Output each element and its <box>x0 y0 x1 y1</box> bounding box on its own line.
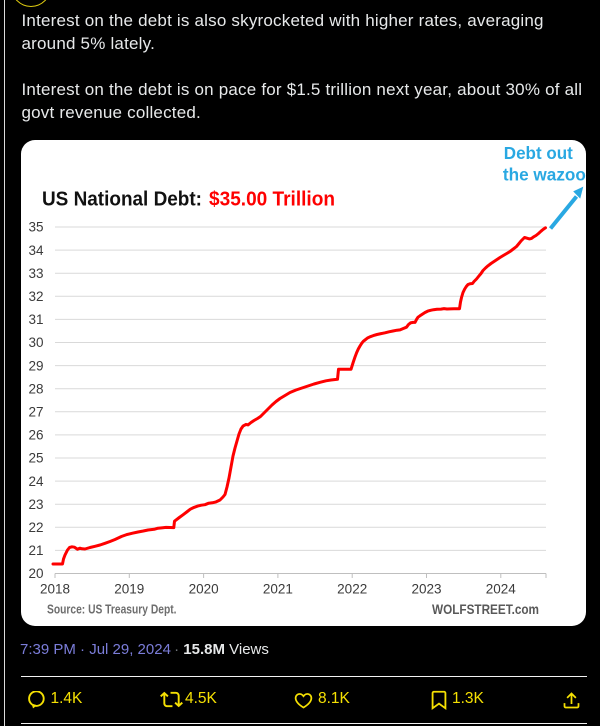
svg-text:33: 33 <box>28 266 43 281</box>
svg-text:the wazoo: the wazoo <box>503 165 586 185</box>
svg-text:Debt out: Debt out <box>504 143 573 163</box>
svg-text:2021: 2021 <box>263 582 293 597</box>
svg-text:$35.00 Trillion: $35.00 Trillion <box>209 187 335 210</box>
svg-text:31: 31 <box>28 312 43 327</box>
svg-text:2024: 2024 <box>486 582 517 597</box>
svg-text:29: 29 <box>28 358 43 373</box>
svg-text:2023: 2023 <box>411 582 441 597</box>
svg-text:25: 25 <box>28 451 43 466</box>
svg-text:23: 23 <box>28 497 43 512</box>
svg-text:27: 27 <box>28 405 43 420</box>
svg-text:WOLFSTREET.com: WOLFSTREET.com <box>432 601 539 617</box>
svg-text:22: 22 <box>28 520 43 535</box>
svg-text:2022: 2022 <box>337 582 367 597</box>
svg-text:30: 30 <box>28 335 43 350</box>
svg-text:32: 32 <box>28 289 43 304</box>
svg-text:2019: 2019 <box>114 582 144 597</box>
svg-text:2020: 2020 <box>189 582 219 597</box>
svg-text:34: 34 <box>28 243 44 258</box>
svg-text:35: 35 <box>28 220 43 235</box>
svg-text:21: 21 <box>28 543 43 558</box>
svg-text:2018: 2018 <box>40 582 70 597</box>
svg-text:24: 24 <box>28 474 44 489</box>
svg-text:20: 20 <box>28 566 43 581</box>
svg-text:US National Debt:: US National Debt: <box>42 187 202 210</box>
svg-text:Source: US Treasury Dept.: Source: US Treasury Dept. <box>47 603 177 617</box>
svg-text:26: 26 <box>28 428 43 443</box>
svg-text:28: 28 <box>28 381 43 396</box>
